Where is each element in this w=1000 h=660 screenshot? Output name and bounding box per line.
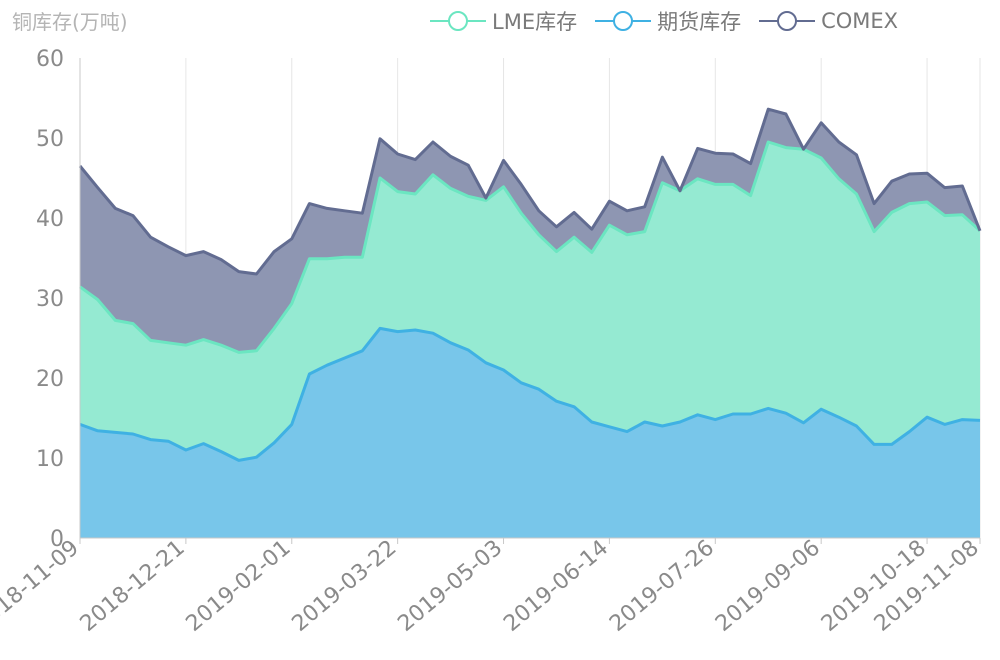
y-tick-label: 0 <box>50 527 64 552</box>
x-tick-label: 2019-07-26 <box>605 535 719 636</box>
legend-label: COMEX <box>821 9 899 33</box>
x-tick-label: 2019-05-03 <box>393 535 507 636</box>
legend-label: LME库存 <box>492 10 578 34</box>
legend-label: 期货库存 <box>657 10 742 34</box>
x-tick-label: 2019-03-22 <box>287 535 401 636</box>
x-tick-label: 2019-09-06 <box>711 535 825 636</box>
y-tick-label: 40 <box>36 207 64 232</box>
legend-marker-icon <box>595 11 652 31</box>
y-tick-label: 50 <box>36 127 64 152</box>
y-tick-label: 30 <box>36 287 64 312</box>
legend-marker-icon <box>430 11 486 31</box>
series-line-0 <box>79 326 981 462</box>
x-tick-label: 2019-06-14 <box>499 535 613 636</box>
y-tick-label: 20 <box>36 367 64 392</box>
y-tick-label: 10 <box>36 447 64 472</box>
legend-marker-icon <box>759 11 816 31</box>
y-axis-title: 铜库存(万吨) <box>12 10 128 34</box>
x-tick-label: 2019-02-01 <box>182 535 296 636</box>
series-line-1 <box>79 140 982 354</box>
legend-item-futures[interactable]: 期货库存 <box>595 6 741 36</box>
legend-item-comex[interactable]: COMEX <box>759 6 898 36</box>
y-tick-label: 60 <box>36 47 64 72</box>
x-tick-label: 2018-12-21 <box>76 535 190 636</box>
series-area-2 <box>80 109 980 353</box>
series-area-0 <box>80 328 980 538</box>
series-area-1 <box>80 142 980 461</box>
series-line-2 <box>78 107 982 276</box>
legend-item-lme[interactable]: LME库存 <box>430 6 577 36</box>
legend: LME库存 期货库存 COMEX <box>430 6 898 36</box>
x-tick-label: 2018-11-09 <box>0 535 84 636</box>
